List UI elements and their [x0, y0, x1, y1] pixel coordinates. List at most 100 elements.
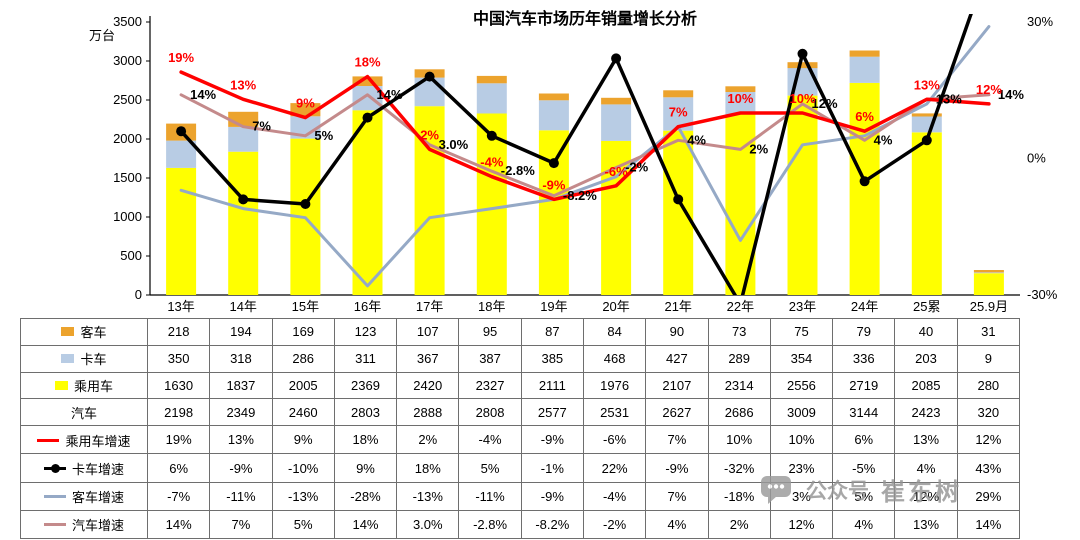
right-axis-tick: -30% — [1027, 287, 1058, 302]
marker-卡车增速 — [797, 48, 808, 59]
legend-swatch-客车 — [61, 327, 75, 337]
data-label-汽车增速: 14% — [190, 87, 216, 102]
series-label-cell: 客车增速 — [20, 481, 148, 511]
table-cell: 169 — [271, 318, 335, 346]
table-cell: 5% — [271, 509, 335, 540]
marker-卡车增速 — [300, 199, 311, 209]
table-cell: -2% — [582, 509, 647, 540]
table-cell: 9% — [271, 425, 335, 455]
table-cell: 13% — [894, 509, 958, 540]
series-label-cell: 汽车增速 — [20, 509, 148, 540]
series-label-cell: 乘用车 — [20, 371, 148, 400]
bar-segment-乘用车 — [973, 273, 1004, 295]
table-cell: -11% — [209, 481, 273, 511]
data-label-乘用车增速: 18% — [354, 55, 380, 70]
table-cell: 31 — [956, 318, 1021, 346]
series-label: 乘用车 — [73, 379, 113, 395]
table-cell: 2556 — [769, 371, 834, 400]
bar-segment-乘用车 — [663, 130, 694, 295]
bar-segment-客车 — [973, 270, 1004, 273]
bar-segment-卡车 — [476, 83, 507, 114]
chart-title: 中国汽车市场历年销量增长分析 — [472, 11, 697, 28]
table-cell: 2420 — [396, 371, 460, 400]
table-cell: 318 — [209, 344, 273, 373]
data-table: 客车 218 194 169 123 107 95 87 84 90 73 75 79 40 31 卡车 350… — [20, 318, 1021, 540]
x-axis-label: 21年 — [664, 299, 691, 314]
table-cell: 2314 — [707, 371, 771, 400]
right-axis-tick: 30% — [1027, 14, 1053, 29]
x-axis-label: 22年 — [727, 299, 754, 314]
x-axis-label: 19年 — [540, 299, 567, 314]
left-axis-tick: 3500 — [113, 14, 142, 29]
x-axis-label: 14年 — [229, 299, 256, 314]
left-axis-tick: 2500 — [113, 92, 142, 107]
table-cell: 40 — [894, 318, 958, 346]
data-label-乘用车增速: 7% — [669, 105, 688, 120]
data-label-乘用车增速: 2% — [420, 127, 439, 142]
table-cell: 1976 — [582, 371, 647, 400]
table-cell: 13% — [894, 425, 958, 455]
data-label-汽车增速: -2.8% — [501, 163, 535, 178]
bar-segment-客车 — [601, 97, 632, 105]
series-label-cell: 卡车 — [20, 344, 148, 373]
table-cell: 2627 — [645, 398, 709, 427]
legend-swatch-客车增速 — [43, 495, 66, 499]
marker-卡车增速 — [238, 194, 249, 205]
table-cell: -9% — [520, 425, 584, 455]
table-cell: 90 — [645, 318, 709, 346]
x-axis-label: 17年 — [416, 299, 443, 314]
table-row: 乘用车 1630 1837 2005 2369 2420 2327 2111 1976 2107 2… — [20, 371, 1021, 400]
table-row: 汽车增速 14% 7% 5% 14% 3.0% -2.8% -8.2% -2% 4% 2% 12% 4%… — [20, 509, 1021, 540]
table-cell: -9% — [645, 453, 709, 483]
table-cell: 4% — [894, 453, 958, 483]
series-label: 客车 — [80, 325, 107, 341]
table-cell: 3144 — [832, 398, 896, 427]
series-label: 汽车 — [70, 405, 97, 421]
table-cell: 73 — [707, 318, 771, 346]
data-label-乘用车增速: 9% — [296, 96, 315, 111]
table-row: 卡车 350 318 286 311 367 387 385 468 427 289 354 336 20… — [20, 344, 1021, 373]
table-cell: -18% — [707, 481, 771, 511]
table-cell: 6% — [832, 425, 896, 455]
data-table-wrap: 客车 218 194 169 123 107 95 87 84 90 73 75 79 40 31 卡车 350… — [20, 318, 1021, 540]
table-cell: 12% — [956, 425, 1021, 455]
table-cell: 22% — [582, 453, 647, 483]
x-axis-label: 18年 — [478, 299, 505, 314]
table-row: 汽车 2198 2349 2460 2803 2888 2808 2577 2531 2627 26… — [20, 398, 1021, 427]
table-cell: -9% — [520, 481, 584, 511]
table-cell: 3% — [769, 481, 834, 511]
data-label-汽车增速: 14% — [377, 87, 403, 102]
right-axis-tick: 0% — [1027, 151, 1046, 166]
legend-swatch-乘用车增速 — [37, 438, 60, 442]
line-卡车增速 — [179, 14, 973, 295]
legend-swatch-卡车增速 — [43, 464, 66, 474]
table-cell: 18% — [396, 453, 460, 483]
table-row: 乘用车增速 19% 13% 9% 18% 2% -4% -9% -6% 7% 10% 10% 6% 13%… — [20, 425, 1021, 455]
left-axis-tick: 1000 — [113, 209, 142, 224]
table-cell: 7% — [645, 425, 709, 455]
table-cell: 2423 — [894, 398, 958, 427]
table-cell: 13% — [209, 425, 273, 455]
bar-segment-卡车 — [849, 56, 880, 83]
table-cell: -11% — [458, 481, 522, 511]
left-axis-tick: 3000 — [113, 53, 142, 68]
table-cell: 14% — [956, 509, 1021, 540]
series-label: 乘用车增速 — [65, 433, 131, 449]
table-cell: -28% — [333, 481, 398, 511]
data-label-乘用车增速: 10% — [789, 91, 815, 106]
bar-segment-卡车 — [228, 126, 259, 152]
data-label-汽车增速: 14% — [998, 87, 1024, 102]
table-cell: -7% — [146, 481, 211, 511]
bar-segment-卡车 — [973, 272, 1004, 274]
table-cell: 289 — [707, 344, 771, 373]
table-cell: 95 — [458, 318, 522, 346]
table-cell: 19% — [146, 425, 211, 455]
table-cell: 336 — [832, 344, 896, 373]
table-cell: 2198 — [146, 398, 211, 427]
table-cell: 2577 — [520, 398, 584, 427]
table-cell: 7% — [645, 481, 709, 511]
data-label-乘用车增速: 12% — [976, 82, 1002, 97]
